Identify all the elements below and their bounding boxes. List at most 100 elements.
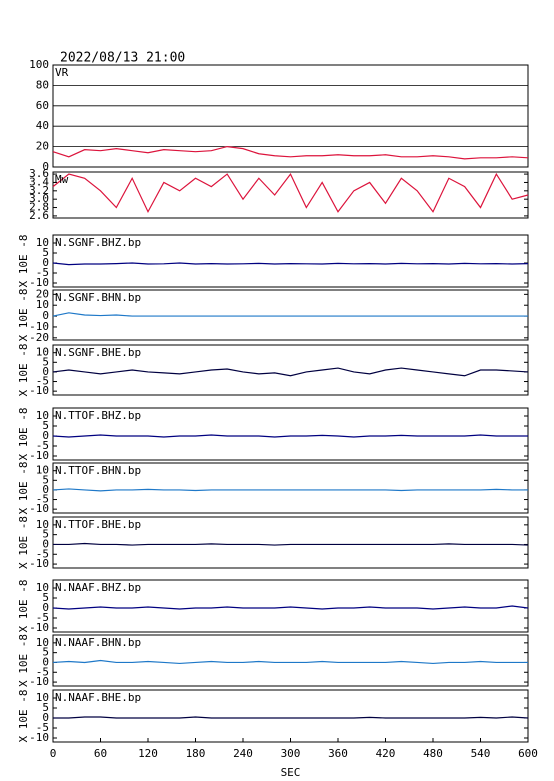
- y-tick-label: 5: [42, 701, 49, 714]
- y-tick-label: 20: [36, 140, 49, 153]
- panel-frame: [52, 289, 529, 341]
- y-tick-label: 0: [42, 711, 49, 724]
- y-tick-label: -10: [29, 320, 49, 333]
- trace-label: Mw: [55, 173, 69, 186]
- y-tick-label: 40: [36, 119, 49, 132]
- y-tick-label: 3.0: [29, 192, 49, 205]
- chart-title: 2022/08/13 21:00: [60, 51, 185, 66]
- y-tick-label: -10: [29, 502, 49, 515]
- trace-label: N.TTOF.BHN.bp: [55, 464, 141, 477]
- y-tick-label: 80: [36, 78, 49, 91]
- x-tick-label: 300: [281, 747, 301, 760]
- y-tick-label: 10: [36, 298, 49, 311]
- y-axis-label: X 10E -8: [17, 690, 30, 743]
- y-tick-label: 20: [36, 287, 49, 300]
- trace-label: N.TTOF.BHZ.bp: [55, 409, 141, 422]
- y-tick-label: 5: [42, 591, 49, 604]
- trace-label: N.NAAF.BHE.bp: [55, 691, 141, 704]
- y-tick-label: 0: [42, 429, 49, 442]
- y-tick-label: -10: [29, 621, 49, 634]
- y-axis-label: X 10E -8: [17, 580, 30, 633]
- trace-label: N.TTOF.BHE.bp: [55, 518, 141, 531]
- y-tick-label: 3.6: [29, 167, 49, 180]
- y-tick-label: 0: [42, 655, 49, 668]
- x-tick-label: 240: [233, 747, 253, 760]
- y-tick-label: -5: [36, 611, 49, 624]
- trace-line: [52, 367, 529, 377]
- y-tick-label: -5: [36, 493, 49, 506]
- trace-label: N.NAAF.BHN.bp: [55, 636, 141, 649]
- trace-line: [52, 145, 529, 160]
- x-tick-label: 0: [50, 747, 57, 760]
- trace-line: [52, 172, 529, 214]
- trace-label: N.NAAF.BHZ.bp: [55, 581, 141, 594]
- x-tick-label: 420: [376, 747, 396, 760]
- trace-line: [53, 542, 529, 546]
- y-tick-label: 5: [42, 473, 49, 486]
- y-tick-label: -5: [36, 665, 49, 678]
- trace-line: [52, 262, 529, 266]
- trace-label: N.SGNF.BHE.bp: [55, 346, 141, 359]
- y-axis-label: X 10E -8: [17, 408, 30, 461]
- y-tick-label: 5: [42, 246, 49, 259]
- y-axis-label: X 10E -8: [17, 289, 30, 342]
- y-tick-label: -5: [36, 721, 49, 734]
- y-tick-label: 10: [36, 346, 49, 359]
- y-tick-label: -5: [36, 266, 49, 279]
- y-tick-label: 0: [42, 256, 49, 269]
- y-tick-label: -10: [29, 449, 49, 462]
- y-tick-label: 10: [36, 636, 49, 649]
- y-tick-label: 10: [36, 236, 49, 249]
- y-tick-label: 10: [36, 518, 49, 531]
- x-tick-label: 600: [518, 747, 538, 760]
- trace-line: [52, 312, 528, 317]
- y-tick-label: 10: [36, 691, 49, 704]
- y-tick-label: 10: [36, 409, 49, 422]
- y-tick-label: 2.8: [29, 201, 49, 214]
- y-axis-label: X 10E -8: [17, 344, 30, 397]
- panel-frame: [52, 64, 529, 168]
- x-tick-label: 60: [94, 747, 107, 760]
- x-tick-label: 360: [328, 747, 348, 760]
- trace-line: [53, 716, 529, 719]
- y-tick-label: 0: [42, 601, 49, 614]
- y-tick-label: -5: [36, 439, 49, 452]
- y-tick-label: -10: [29, 276, 49, 289]
- y-tick-label: 0: [42, 309, 49, 322]
- y-tick-label: 3.2: [29, 184, 49, 197]
- y-tick-label: 100: [29, 58, 49, 71]
- y-tick-label: -20: [29, 331, 49, 344]
- y-tick-label: -10: [29, 557, 49, 570]
- trace-label: VR: [55, 66, 69, 79]
- panel-frame: [52, 234, 529, 288]
- y-tick-label: -10: [29, 384, 49, 397]
- panel-frame: [52, 171, 529, 219]
- y-tick-label: 2.6: [29, 209, 49, 222]
- y-tick-label: 10: [36, 464, 49, 477]
- trace-line: [52, 659, 528, 665]
- y-tick-label: -10: [29, 675, 49, 688]
- y-axis-label: X 10E -8: [17, 235, 30, 288]
- trace-label: N.SGNF.BHN.bp: [55, 291, 141, 304]
- trace-line: [52, 605, 529, 610]
- y-tick-label: 60: [36, 99, 49, 112]
- panel-frame: [52, 407, 529, 461]
- x-tick-label: 480: [423, 747, 443, 760]
- y-axis-label: X 10E -8: [17, 462, 30, 515]
- y-tick-label: 3.4: [29, 175, 49, 188]
- trace-line: [52, 488, 528, 492]
- y-axis-label: X 10E -8: [17, 634, 30, 687]
- trace-label: N.SGNF.BHZ.bp: [55, 236, 141, 249]
- y-tick-label: 5: [42, 528, 49, 541]
- y-tick-label: 0: [42, 537, 49, 550]
- y-tick-label: 5: [42, 419, 49, 432]
- panel-frame: [52, 579, 529, 633]
- x-tick-label: 120: [138, 747, 158, 760]
- trace-line: [52, 434, 528, 438]
- y-tick-label: 5: [42, 646, 49, 659]
- y-tick-label: -5: [36, 375, 49, 388]
- y-axis-label: X 10E -8: [17, 516, 30, 569]
- y-tick-label: 10: [36, 581, 49, 594]
- panel-frame: [52, 344, 529, 396]
